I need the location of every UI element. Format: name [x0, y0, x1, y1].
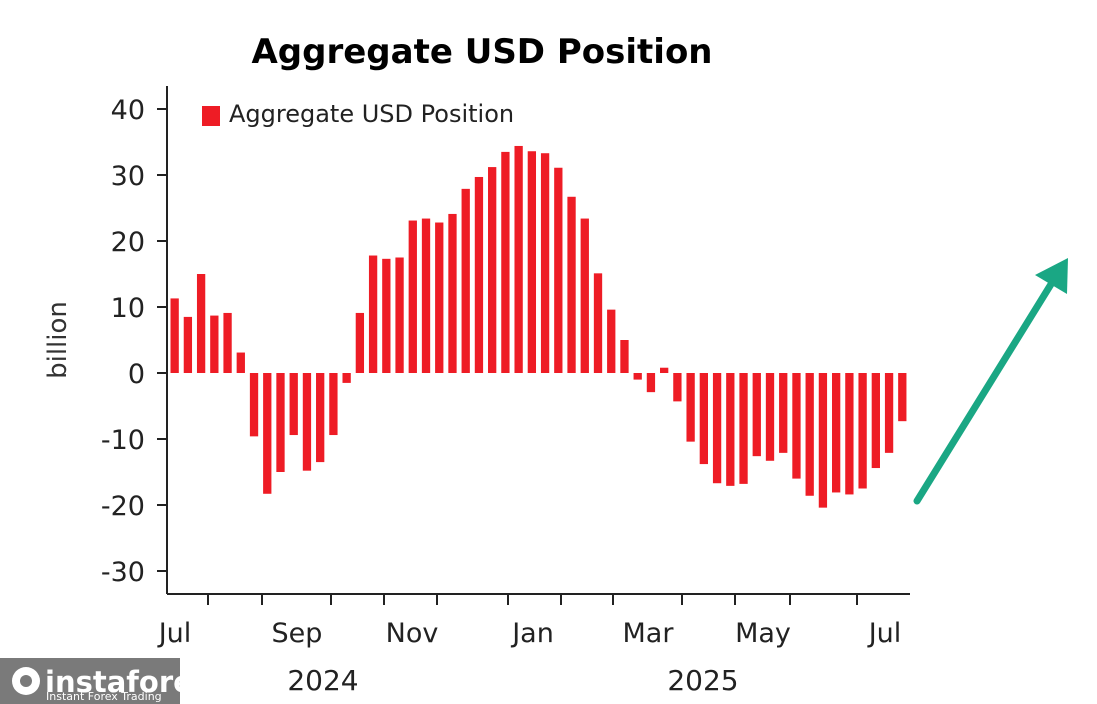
bar	[527, 151, 537, 373]
bar	[435, 222, 444, 373]
bar	[699, 373, 708, 465]
y-axis-label: billion	[43, 301, 73, 379]
bar	[686, 373, 695, 442]
trend-arrow-icon	[913, 258, 1068, 505]
bar	[170, 298, 179, 373]
x-tick-label: Mar	[623, 618, 675, 649]
bar	[276, 373, 285, 472]
bar	[765, 373, 775, 461]
bar	[395, 257, 404, 373]
bar	[779, 373, 788, 453]
bar	[183, 316, 193, 373]
bar	[316, 373, 325, 463]
bar	[673, 373, 682, 402]
bar	[646, 373, 656, 393]
bar	[898, 373, 907, 422]
x-tick-label: Jan	[510, 618, 554, 649]
bar	[501, 151, 510, 373]
bar	[223, 312, 232, 373]
x-tick-label: May	[735, 618, 791, 649]
bar	[355, 312, 365, 373]
bar	[871, 373, 880, 469]
bar	[884, 373, 894, 453]
bar	[421, 218, 431, 373]
y-tick-label: 10	[111, 293, 145, 324]
bar	[540, 153, 550, 373]
x-tick-label: Sep	[272, 618, 323, 649]
bar	[368, 255, 378, 373]
y-tick-label: 0	[128, 359, 145, 390]
gear-icon	[12, 667, 40, 695]
bar	[461, 188, 470, 373]
x-tick-label: Jul	[867, 618, 902, 649]
bar	[580, 218, 589, 373]
year-label-2025: 2025	[667, 664, 738, 697]
year-label-2024: 2024	[287, 664, 358, 697]
y-tick-label: -10	[101, 425, 145, 456]
bar	[593, 273, 603, 373]
bar	[302, 373, 312, 471]
y-tick-label: 40	[111, 95, 145, 126]
bar	[739, 373, 748, 484]
bar	[448, 213, 457, 373]
legend: Aggregate USD Position	[202, 100, 514, 128]
bar	[249, 373, 259, 437]
legend-label: Aggregate USD Position	[229, 100, 514, 128]
bar	[474, 176, 484, 373]
y-axis: 40 30 20 10 0 -10 -20 -30	[101, 95, 167, 588]
watermark-tagline: Instant Forex Trading	[46, 690, 162, 703]
bar	[488, 167, 497, 373]
watermark-brand: instaforex	[45, 665, 212, 699]
bar	[633, 373, 642, 380]
bar	[607, 309, 616, 373]
bar	[726, 373, 735, 486]
bar	[660, 367, 669, 373]
y-tick-label: -30	[101, 557, 145, 588]
bar	[196, 274, 206, 373]
y-tick-label: 30	[111, 161, 145, 192]
bar	[408, 220, 417, 373]
bar-series	[170, 145, 907, 508]
bar	[210, 315, 219, 373]
bar	[342, 373, 351, 383]
bar	[792, 373, 801, 479]
bar	[554, 167, 563, 373]
y-tick-label: 20	[111, 227, 145, 258]
bar	[620, 340, 629, 373]
bar	[845, 373, 854, 495]
chart-title: Aggregate USD Position	[251, 32, 712, 72]
bar	[382, 258, 391, 373]
y-tick-label: -20	[101, 491, 145, 522]
bar	[712, 373, 722, 484]
bar	[752, 373, 761, 457]
bar	[263, 373, 272, 494]
bar	[818, 373, 828, 508]
bar	[567, 196, 576, 373]
bar	[236, 352, 245, 373]
x-tick-label: Jul	[157, 618, 192, 649]
bar	[329, 373, 338, 436]
legend-swatch	[202, 106, 220, 126]
x-axis: Jul Sep Nov Jan Mar May Jul	[157, 594, 902, 649]
bar	[832, 373, 841, 493]
bar	[514, 145, 523, 373]
x-tick-label: Nov	[386, 618, 439, 649]
watermark: instaforex Instant Forex Trading	[0, 658, 212, 704]
bar	[858, 373, 867, 489]
bar	[805, 373, 814, 496]
bar	[289, 373, 298, 436]
